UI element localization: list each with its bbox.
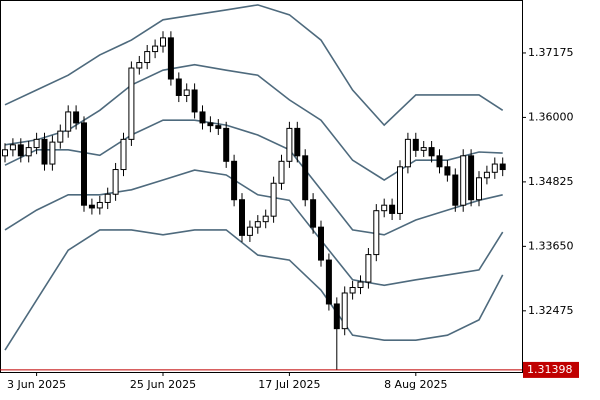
candle-body xyxy=(499,163,506,171)
candle-body xyxy=(120,138,127,171)
candle-body xyxy=(436,155,443,168)
candle-body xyxy=(373,210,380,256)
candle-body xyxy=(9,144,16,151)
candle-body xyxy=(381,204,388,212)
candle-body xyxy=(215,125,222,129)
y-tick-label: 1.32475 xyxy=(528,304,574,317)
candle-body xyxy=(325,259,332,305)
candle-body xyxy=(302,155,309,201)
candle-body xyxy=(152,45,159,53)
candle-body xyxy=(476,177,482,201)
candle-body xyxy=(278,160,285,184)
candle-body xyxy=(175,78,182,96)
candle-body xyxy=(199,111,206,124)
band-line xyxy=(4,169,504,287)
candle-body xyxy=(191,89,198,113)
x-tick-label: 25 Jun 2025 xyxy=(130,378,196,391)
candle-body xyxy=(246,226,253,236)
candle-body xyxy=(491,163,498,173)
candle-body xyxy=(452,174,459,206)
y-tick-label: 1.34825 xyxy=(528,175,574,188)
candle-body xyxy=(81,122,87,206)
candle-body xyxy=(73,111,80,124)
x-tick-label: 8 Aug 2025 xyxy=(384,378,447,391)
candle-body xyxy=(144,51,151,64)
candle-body xyxy=(104,193,111,203)
candle-body xyxy=(357,281,364,289)
candle-body xyxy=(444,166,451,176)
candle-body xyxy=(262,215,269,223)
candle-body xyxy=(128,67,135,140)
y-tick-label: 1.37175 xyxy=(528,46,574,59)
candle-body xyxy=(404,138,411,168)
x-tick-label: 17 Jul 2025 xyxy=(258,378,320,391)
candle-body xyxy=(365,254,372,283)
candle-body xyxy=(65,111,72,132)
candle-body xyxy=(318,226,324,261)
candle-body xyxy=(160,37,166,47)
candle-body xyxy=(207,122,214,127)
candle-body xyxy=(286,127,293,162)
candle-body xyxy=(460,155,467,206)
candle-body xyxy=(412,138,419,151)
candle-body xyxy=(428,147,435,157)
candle-body xyxy=(468,155,475,201)
x-tick-label: 3 Jun 2025 xyxy=(7,378,66,391)
candle-body xyxy=(310,199,317,228)
plot-frame xyxy=(0,0,523,373)
candle-body xyxy=(167,37,174,80)
candle-body xyxy=(112,169,119,195)
candle-body xyxy=(49,141,56,165)
y-tick-label: 1.33650 xyxy=(528,239,574,252)
candle-body xyxy=(294,127,301,157)
band-line xyxy=(4,119,503,236)
candle-body xyxy=(183,89,190,96)
y-tick-label: 1.36000 xyxy=(528,110,574,123)
candle-body xyxy=(270,182,277,217)
candle-body xyxy=(254,221,261,228)
candle-body xyxy=(483,171,490,179)
current-price-box xyxy=(523,361,579,378)
candle-body xyxy=(389,204,396,214)
candle-body xyxy=(17,144,24,157)
current-price-label: 1.31398 xyxy=(527,363,573,376)
candle-body xyxy=(2,149,8,157)
candle-body xyxy=(41,138,48,165)
candle-body xyxy=(231,160,238,201)
candle-body xyxy=(57,130,64,143)
band-line xyxy=(4,63,503,181)
candle-body xyxy=(96,201,103,209)
band-line xyxy=(4,4,504,127)
candle-body xyxy=(397,166,403,214)
candle-body xyxy=(420,147,427,151)
candle-body xyxy=(88,204,95,209)
band-line xyxy=(4,229,504,351)
candle-body xyxy=(239,199,245,236)
candle-body xyxy=(33,138,40,149)
candle-body xyxy=(223,127,230,162)
candle-body xyxy=(349,287,356,294)
candle-body xyxy=(25,147,32,157)
candle-body xyxy=(333,303,340,330)
candle-body xyxy=(136,62,143,69)
candle-body xyxy=(341,292,348,330)
